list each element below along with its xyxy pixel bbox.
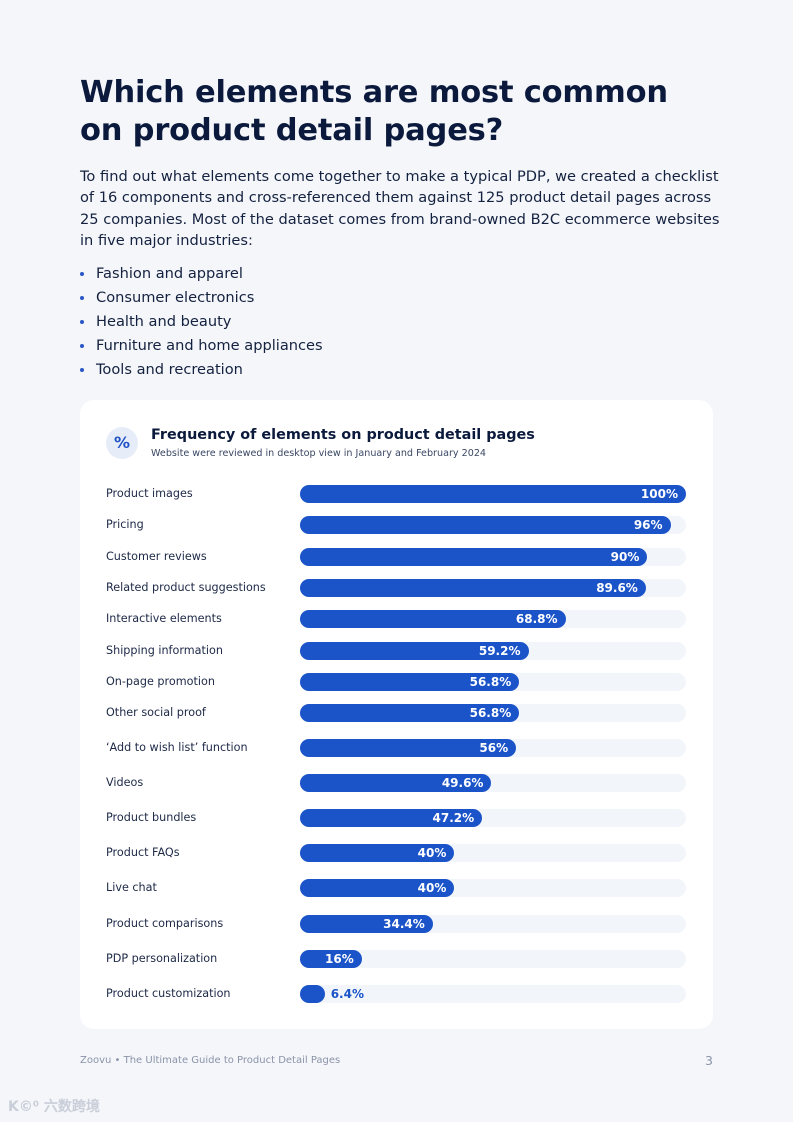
bar-category-label: Other social proof (106, 706, 206, 719)
bar-value-label: 16% (325, 952, 354, 966)
bar (300, 739, 517, 757)
bar-category-label: Videos (106, 776, 144, 789)
bar-value-label: 47.2% (432, 811, 475, 825)
bar (300, 985, 325, 1003)
bar-category-label: PDP personalization (106, 952, 218, 965)
bar-value-label: 96% (633, 518, 663, 532)
chart-card: % Frequency of elements on product detai… (80, 400, 713, 1029)
bar-value-label: 89.6% (596, 581, 638, 595)
bar (300, 950, 362, 968)
bar-value-label: 59.2% (478, 644, 521, 658)
bullet-icon (80, 296, 84, 300)
list-item-label: Health and beauty (96, 313, 232, 330)
chart-title: Frequency of elements on product detail … (151, 427, 535, 443)
bar (300, 879, 455, 897)
list-item: Health and beauty (80, 310, 323, 334)
bar-category-label: Live chat (106, 881, 157, 894)
bar-value-label: 40% (417, 881, 447, 895)
industry-list: Fashion and apparel Consumer electronics… (80, 262, 323, 382)
bar-value-label: 49.6% (441, 776, 484, 790)
bar-category-label: Product customization (106, 987, 231, 1000)
bar-value-label: 56.8% (469, 675, 512, 689)
bar-value-label: 34.4% (383, 917, 425, 931)
list-item: Fashion and apparel (80, 262, 323, 286)
bar (300, 704, 520, 722)
bar (300, 673, 520, 691)
intro-paragraph: To find out what elements come together … (80, 168, 720, 249)
list-item: Consumer electronics (80, 286, 323, 310)
list-item-label: Consumer electronics (96, 289, 255, 306)
page-title: Which elements are most common on produc… (80, 75, 668, 148)
bar (300, 642, 529, 660)
bar-value-label: 90% (610, 550, 640, 564)
bar (300, 485, 686, 503)
footer-text: Zoovu • The Ultimate Guide to Product De… (80, 1055, 341, 1066)
bar-category-label: Product images (106, 487, 193, 500)
list-item-label: Furniture and home appliances (96, 337, 323, 354)
bar (300, 844, 455, 862)
bar-value-label: 6.4% (330, 987, 364, 1001)
bar (300, 548, 648, 566)
bar-category-label: ‘Add to wish list’ function (106, 741, 248, 754)
bar-category-label: Interactive elements (106, 612, 222, 625)
bar-category-label: Customer reviews (106, 550, 207, 563)
bullet-icon (80, 320, 84, 324)
bar (300, 610, 566, 628)
chart-subtitle: Website were reviewed in desktop view in… (151, 448, 487, 459)
bar (300, 579, 646, 597)
bar-category-label: Product FAQs (106, 846, 180, 859)
bar-value-label: 100% (640, 487, 678, 501)
bar-category-label: Product comparisons (106, 917, 224, 930)
bar (300, 516, 671, 534)
bar-value-label: 40% (417, 846, 447, 860)
bar-value-label: 56.8% (469, 706, 512, 720)
bullet-icon (80, 368, 84, 372)
bar-value-label: 56% (479, 741, 509, 755)
list-item: Furniture and home appliances (80, 334, 323, 358)
bar-category-label: Related product suggestions (106, 581, 266, 594)
bar (300, 774, 492, 792)
list-item: Tools and recreation (80, 358, 323, 382)
percent-icon: % (106, 427, 138, 459)
bar (300, 915, 433, 933)
bar (300, 809, 483, 827)
bar-category-label: On-page promotion (106, 675, 215, 688)
bullet-icon (80, 272, 84, 276)
bar-category-label: Shipping information (106, 644, 223, 657)
bar-value-label: 68.8% (515, 612, 558, 626)
bar-track (300, 950, 686, 968)
list-item-label: Fashion and apparel (96, 265, 243, 282)
list-item-label: Tools and recreation (96, 361, 243, 378)
bar-category-label: Pricing (106, 518, 144, 531)
page-number: 3 (705, 1053, 713, 1068)
watermark: K©⁰ 六数跨境 (8, 1099, 100, 1115)
bar-category-label: Product bundles (106, 811, 197, 824)
bullet-icon (80, 344, 84, 348)
bar-track (300, 985, 686, 1003)
